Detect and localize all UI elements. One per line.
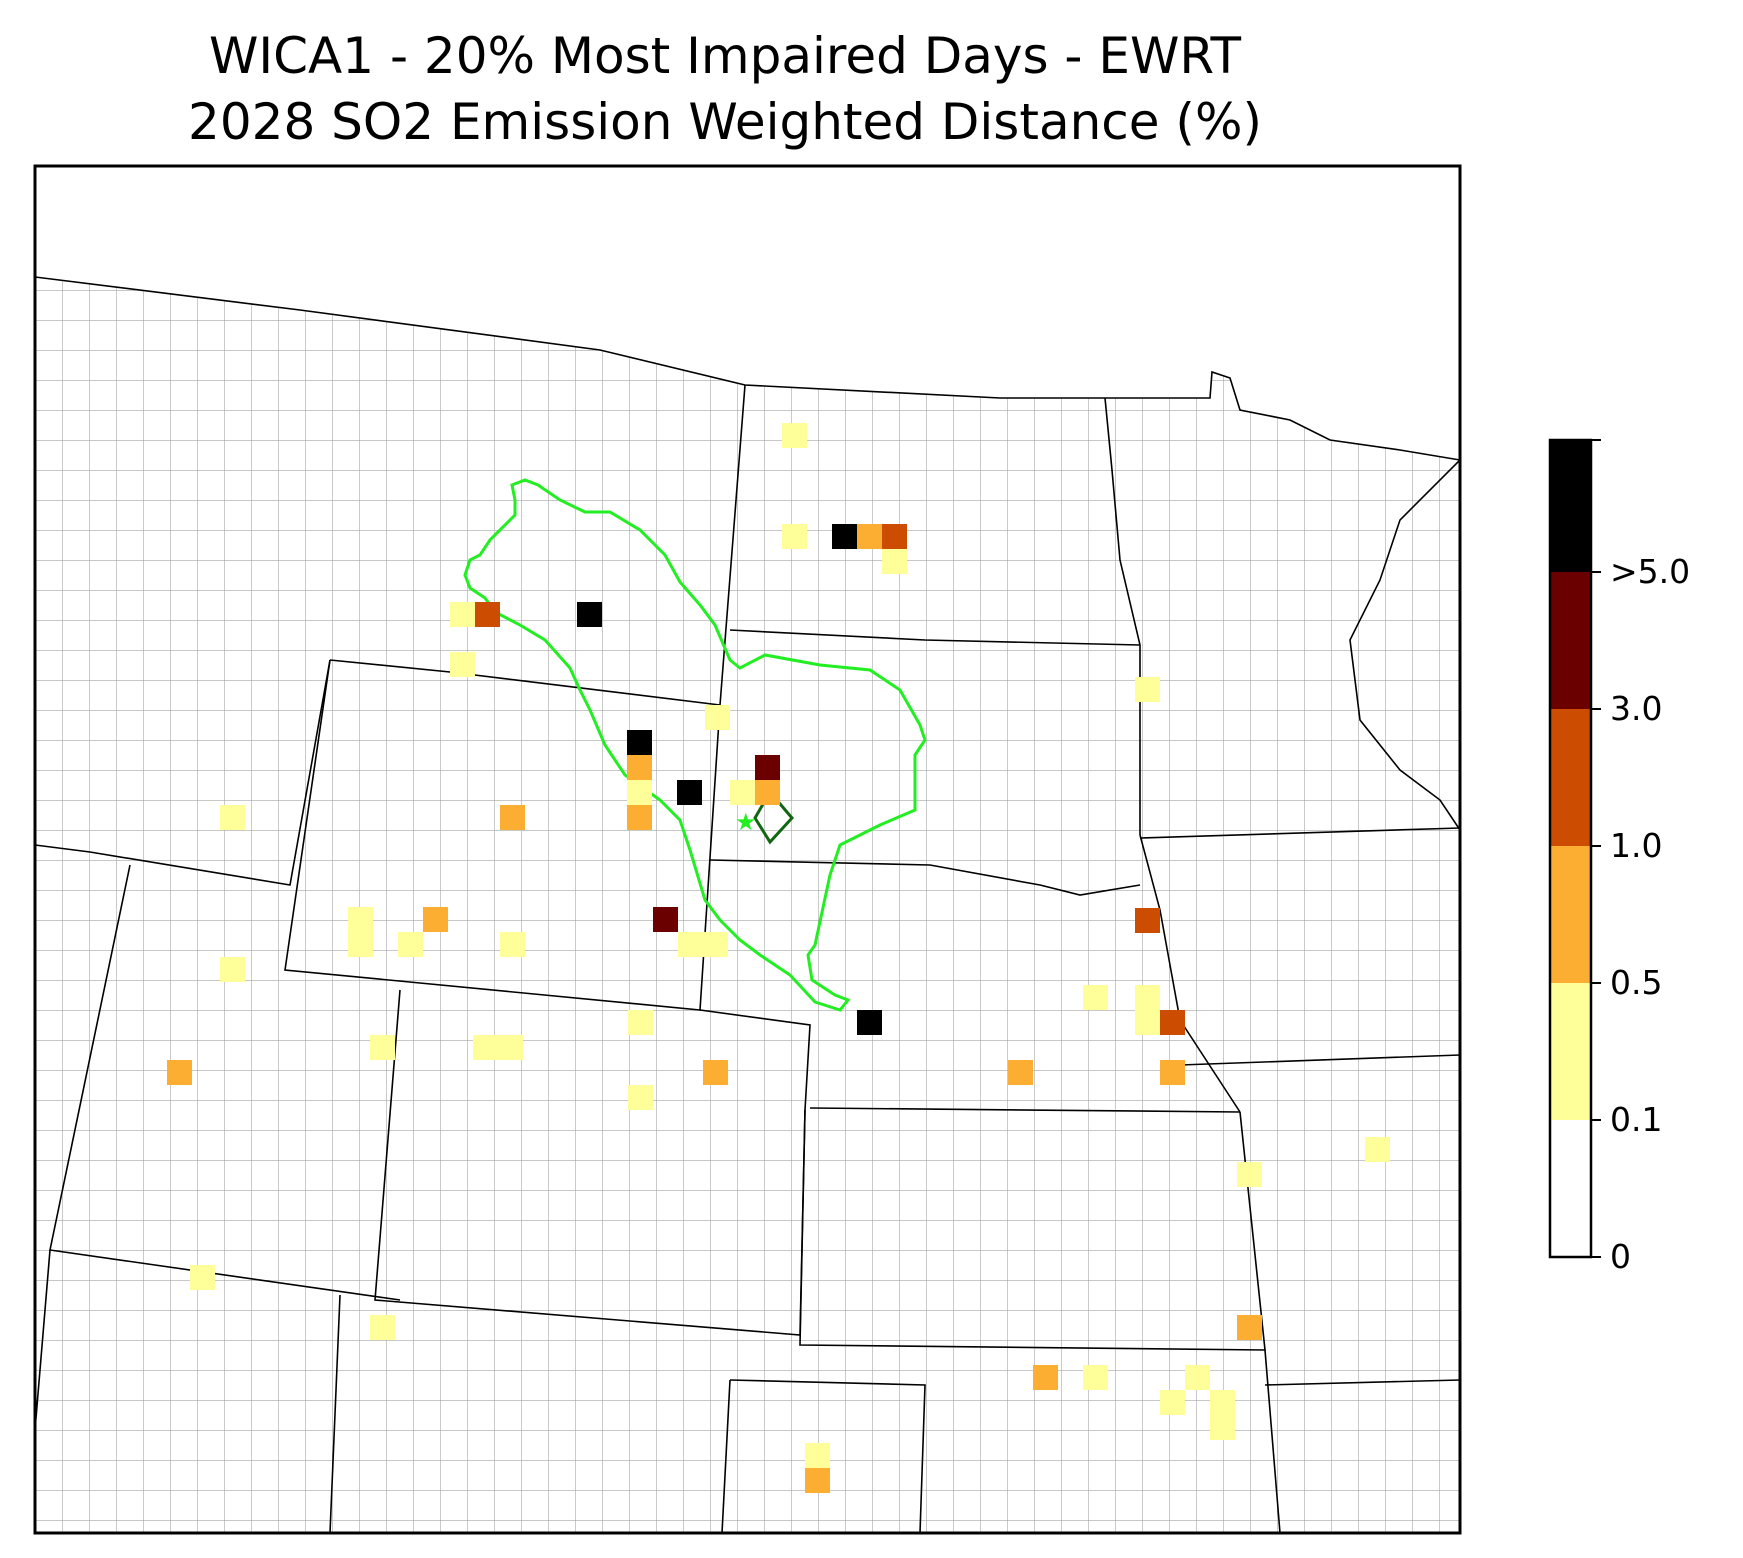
- emission-cell: [755, 780, 780, 805]
- state-boundaries: [35, 276, 1460, 1533]
- emission-cell: [500, 932, 525, 957]
- emission-cell: [755, 755, 780, 780]
- colorbar-bin-5: [1550, 440, 1591, 572]
- emission-cell: [450, 602, 475, 627]
- emission-cell: [450, 652, 475, 677]
- colorbar-frame: [1548, 438, 1593, 1259]
- colorbar: [1548, 438, 1601, 1259]
- emission-cell: [1210, 1390, 1235, 1440]
- emission-cell: [220, 805, 245, 830]
- emission-cell: [627, 730, 652, 755]
- emission-cell: [627, 780, 652, 805]
- emission-cell: [627, 755, 652, 780]
- colorbar-label-1-0: 1.0: [1610, 826, 1663, 865]
- emission-cell: [782, 524, 807, 549]
- emission-cell: [857, 1010, 882, 1035]
- emission-cell: [882, 524, 907, 549]
- emission-cell: [1160, 1010, 1185, 1035]
- emission-cell: [653, 907, 678, 932]
- emission-cell: [628, 1010, 653, 1035]
- colorbar-label-3-0: 3.0: [1610, 689, 1663, 728]
- colorbar-label-0-5: 0.5: [1610, 963, 1663, 1002]
- emission-cell: [577, 602, 602, 627]
- emission-cell: [882, 549, 907, 574]
- map-title-line-1: WICA1 - 20% Most Impaired Days - EWRT: [208, 27, 1242, 85]
- colorbar-bin-3: [1550, 709, 1591, 846]
- emission-cell: [678, 932, 728, 957]
- emission-cells: [167, 423, 1390, 1493]
- emission-cell: [805, 1468, 830, 1493]
- emission-cell: [398, 932, 423, 957]
- emission-cell: [190, 1265, 215, 1290]
- emission-cell: [1135, 908, 1160, 933]
- colorbar-label-5-0: >5.0: [1610, 552, 1691, 591]
- emission-cell: [220, 957, 245, 982]
- emission-cell: [628, 1085, 653, 1110]
- source-star-icon: ★: [735, 808, 757, 836]
- emission-cell: [473, 1035, 523, 1060]
- emission-cell: [730, 780, 755, 805]
- emission-cell: [677, 780, 702, 805]
- emission-cell: [1237, 1162, 1262, 1187]
- colorbar-bin-2: [1550, 846, 1591, 983]
- emission-cell: [1160, 1390, 1185, 1415]
- emission-cell: [1135, 677, 1160, 702]
- emission-cell: [423, 907, 448, 932]
- colorbar-bin-0: [1550, 1120, 1591, 1257]
- emission-cell: [627, 805, 652, 830]
- emission-cell: [1083, 1365, 1108, 1390]
- site-diamond-icon: [753, 789, 794, 845]
- emission-cell: [805, 1443, 830, 1468]
- trajectory-contour: [463, 478, 927, 1012]
- emission-cell: [1033, 1365, 1058, 1390]
- emission-cell: [832, 524, 857, 549]
- emission-cell: [857, 524, 882, 549]
- emission-cell: [1365, 1137, 1390, 1162]
- map-title-line-2: 2028 SO2 Emission Weighted Distance (%): [188, 93, 1262, 151]
- emission-cell: [167, 1060, 192, 1085]
- emission-cell: [1135, 985, 1160, 1035]
- map-frame: [33, 164, 1462, 1535]
- colorbar-bin-4: [1550, 572, 1591, 709]
- emission-cell: [1083, 985, 1108, 1010]
- emission-cell: [475, 602, 500, 627]
- emission-cell: [370, 1315, 395, 1340]
- emission-cell: [782, 423, 807, 448]
- emission-cell: [1160, 1060, 1185, 1085]
- emission-cell: [500, 805, 525, 830]
- emission-cell: [703, 1060, 728, 1085]
- colorbar-label-0: 0: [1610, 1237, 1631, 1276]
- emission-cell: [1008, 1060, 1033, 1085]
- emission-cell: [1185, 1365, 1210, 1390]
- emission-cell: [1237, 1315, 1262, 1340]
- colorbar-label-0-1: 0.1: [1610, 1100, 1663, 1139]
- emission-cell: [705, 705, 730, 730]
- emission-cell: [348, 907, 373, 957]
- county-boundaries: [35, 277, 1460, 1533]
- colorbar-bin-1: [1550, 983, 1591, 1120]
- emission-cell: [370, 1035, 395, 1060]
